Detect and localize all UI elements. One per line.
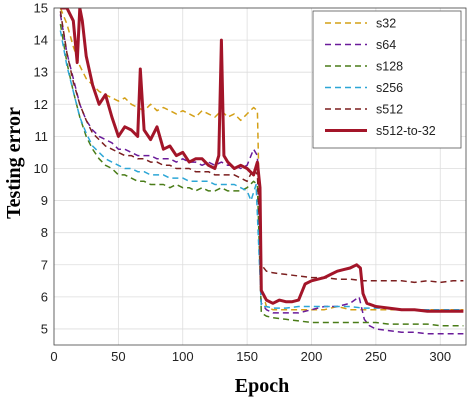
- y-tick-label: 5: [41, 321, 48, 336]
- x-tick-label: 100: [172, 349, 194, 364]
- y-tick-label: 12: [34, 97, 48, 112]
- x-tick-label: 200: [301, 349, 323, 364]
- legend-box: [312, 10, 462, 149]
- x-tick-label: 250: [365, 349, 387, 364]
- legend-label-s256: s256: [376, 81, 403, 95]
- y-tick-label: 15: [34, 1, 48, 16]
- series-layer: [59, 8, 464, 335]
- x-tick-label: 150: [236, 349, 258, 364]
- legend: s32 s64 s128 s256 s512 s512-to-32: [312, 10, 462, 149]
- y-tick-label: 11: [35, 129, 49, 144]
- y-tick-label: 13: [34, 65, 48, 80]
- tick-labels: 0 50 100 150 200 250 300 5 6 7 8 9 10 11 12 13 14 15: [34, 1, 452, 365]
- y-tick-label: 9: [41, 193, 48, 208]
- legend-label-s32: s32: [376, 17, 396, 31]
- legend-label-s128: s128: [376, 60, 403, 74]
- y-tick-label: 10: [34, 161, 48, 176]
- y-tick-label: 7: [41, 257, 48, 272]
- y-tick-label: 8: [41, 225, 48, 240]
- y-tick-label: 14: [34, 33, 48, 48]
- x-tick-label: 0: [50, 349, 57, 364]
- legend-label-s512: s512: [376, 103, 403, 117]
- series-line-s128: [59, 23, 464, 327]
- plot-border: [53, 7, 467, 346]
- series-line-s32: [59, 8, 464, 311]
- x-axis-title: Epoch: [235, 375, 289, 397]
- legend-label-s512-to-32: s512-to-32: [376, 124, 436, 138]
- y-tick-label: 6: [41, 289, 48, 304]
- x-tick-label: 50: [111, 349, 125, 364]
- series-line-s512-to-32: [60, 8, 464, 313]
- x-tick-label: 300: [429, 349, 451, 364]
- y-axis-title: Testing error: [3, 107, 25, 219]
- legend-label-s64: s64: [376, 38, 396, 52]
